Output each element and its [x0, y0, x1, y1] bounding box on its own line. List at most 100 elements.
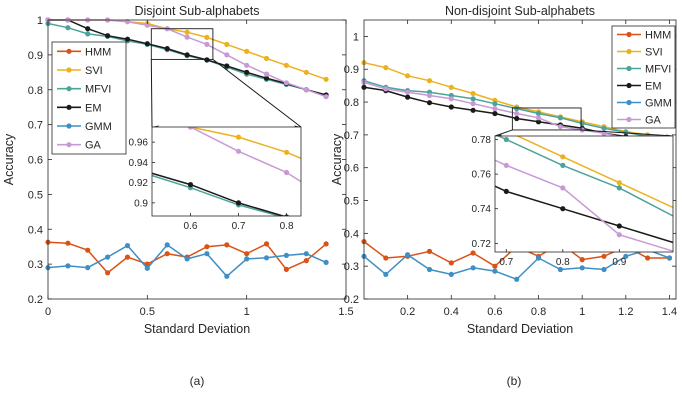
- legend-marker-svi: [626, 48, 632, 55]
- data-point-svi: [224, 41, 230, 48]
- y-tick-label: 1: [353, 31, 359, 43]
- data-point-hmm: [204, 244, 210, 250]
- inset-x-tick-label: 0.7: [232, 221, 246, 232]
- data-point-ga: [263, 71, 270, 77]
- inset-x-tick-label: 0.7: [499, 257, 513, 268]
- data-point-em: [105, 33, 111, 39]
- data-point-gmm: [579, 265, 585, 271]
- data-point-gmm: [666, 255, 673, 261]
- y-tick-label: 0.9: [344, 64, 359, 76]
- data-point-hmm: [303, 258, 309, 264]
- chart-title: Non-disjoint Sub-alphabets: [445, 4, 595, 18]
- data-point-svi: [426, 78, 433, 84]
- data-point-svi: [283, 62, 289, 68]
- data-point-em: [470, 107, 476, 113]
- inset-y-tick-label: 0.72: [472, 239, 492, 250]
- legend-marker-mfvi: [66, 86, 72, 92]
- series-group: [45, 17, 329, 279]
- data-point-svi: [448, 84, 454, 90]
- data-point-gmm: [514, 276, 520, 282]
- data-point-mfvi: [514, 106, 520, 112]
- data-point-ga: [557, 124, 564, 130]
- data-point-ga: [144, 22, 150, 28]
- y-axis-label: Accuracy: [2, 133, 16, 185]
- data-point-hmm: [492, 263, 498, 269]
- data-point-gmm: [303, 251, 309, 257]
- inset-data-point-em: [235, 200, 242, 206]
- data-point-gmm: [426, 266, 433, 273]
- data-point-hmm: [244, 251, 250, 257]
- y-tick-label: 0.7: [344, 130, 359, 142]
- legend-marker-mfvi: [626, 65, 632, 72]
- data-point-mfvi: [535, 110, 542, 117]
- data-point-em: [426, 100, 433, 106]
- inset-data-point-ga: [503, 162, 509, 168]
- data-point-ga: [405, 89, 411, 95]
- x-tick-label: 1.5: [338, 306, 353, 318]
- legend-marker-svi: [66, 67, 72, 73]
- inset-data-point-em: [503, 188, 509, 194]
- data-point-em: [164, 46, 170, 52]
- data-point-hmm: [283, 266, 289, 272]
- x-tick-label: 1: [244, 306, 250, 318]
- data-point-gmm: [184, 256, 190, 262]
- x-tick-label: 0.5: [140, 306, 155, 318]
- inset-data-point-svi: [616, 180, 622, 186]
- data-point-em: [514, 115, 520, 122]
- inset-data-point-svi: [284, 149, 290, 155]
- data-point-em: [405, 94, 411, 100]
- y-tick-label: 0.2: [28, 294, 43, 306]
- legend-label-mfvi: MFVI: [645, 64, 671, 76]
- data-point-ga: [514, 110, 520, 117]
- y-tick-label: 0.3: [344, 261, 359, 273]
- data-point-svi: [244, 48, 250, 55]
- data-point-em: [263, 75, 270, 81]
- data-point-svi: [323, 76, 329, 82]
- inset-data-point-svi: [560, 154, 566, 160]
- legend-label-ga: GA: [85, 140, 102, 152]
- inset-y-tick-label: 0.94: [129, 158, 149, 169]
- zoom-connector-right: [581, 129, 674, 137]
- zoom-connector-right: [212, 59, 302, 128]
- data-point-gmm: [405, 252, 411, 258]
- data-point-em: [85, 26, 91, 32]
- inset-background: [152, 127, 301, 216]
- inset-data-point-ga: [616, 232, 622, 238]
- data-point-em: [535, 119, 542, 125]
- inset-y-tick-label: 0.74: [472, 204, 492, 215]
- data-point-gmm: [448, 271, 454, 277]
- data-point-hmm: [470, 250, 476, 256]
- y-tick-label: 0.6: [344, 163, 359, 175]
- data-point-ga: [492, 106, 498, 112]
- y-tick-label: 0.4: [28, 224, 43, 236]
- x-tick-label: 0.2: [400, 306, 415, 318]
- legend-marker-hmm: [66, 48, 72, 54]
- data-point-mfvi: [85, 31, 91, 37]
- data-point-ga: [204, 41, 210, 48]
- legend-label-hmm: HMM: [85, 46, 111, 58]
- inset-y-tick-label: 0.9: [134, 198, 148, 209]
- data-point-gmm: [144, 265, 150, 271]
- data-point-ga: [383, 86, 389, 92]
- data-point-em: [124, 36, 131, 42]
- data-point-ga: [283, 80, 289, 86]
- data-point-gmm: [65, 263, 71, 269]
- data-point-ga: [448, 96, 454, 102]
- data-point-ga: [323, 94, 329, 100]
- y-tick-label: 0.9: [28, 50, 43, 62]
- inset-data-point-ga: [560, 185, 566, 191]
- legend-marker-ga: [66, 142, 72, 148]
- data-point-ga: [426, 92, 433, 99]
- data-point-ga: [303, 87, 309, 93]
- inset-y-tick-label: 0.92: [129, 178, 149, 189]
- data-point-gmm: [85, 265, 91, 271]
- data-point-gmm: [492, 268, 498, 274]
- data-point-gmm: [283, 252, 289, 258]
- inset-frame: [494, 135, 674, 253]
- data-point-hmm: [323, 241, 329, 247]
- legend-marker-em: [626, 82, 632, 89]
- inset-data-point-em: [187, 182, 194, 188]
- legend-marker-hmm: [626, 31, 632, 38]
- inset-x-tick-label: 0.6: [183, 221, 197, 232]
- data-point-em: [492, 110, 498, 117]
